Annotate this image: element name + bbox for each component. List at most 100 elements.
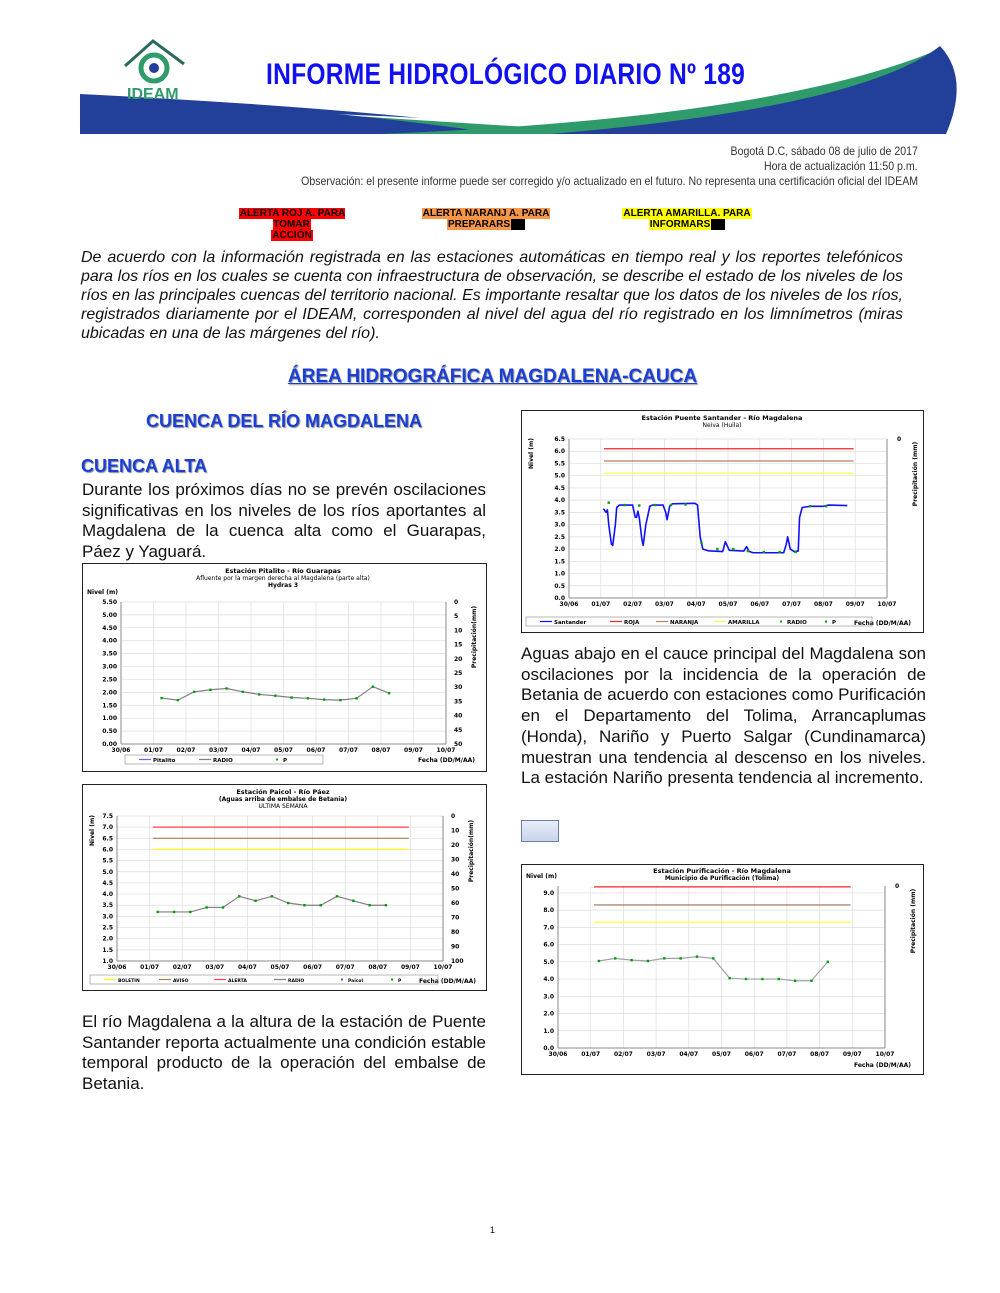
y-tick-label: 3.0	[554, 522, 565, 529]
y2-tick-label: 0	[895, 883, 899, 890]
alert-yellow-legend: ALERTA AMARILLA. PARA INFORMARS	[622, 208, 752, 230]
legend-label: P	[398, 978, 402, 984]
chart-title: Estación Puente Santander - Río Magdalen…	[642, 414, 803, 422]
data-point	[808, 505, 812, 508]
y2-axis-label: Precipitación(mm)	[468, 820, 475, 883]
y-tick-label: 5.00	[102, 612, 117, 619]
y-tick-label: 5.0	[554, 473, 565, 480]
chart-pitalito: Estación Pitalito - Río Guarapas Afluente…	[82, 563, 487, 772]
x-tick-label: 05/07	[274, 747, 293, 754]
chart-santander: Estación Puente Santander - Río Magdalen…	[521, 410, 924, 633]
y-tick-label: 6.0	[102, 846, 113, 853]
data-point	[777, 977, 780, 981]
data-point	[646, 959, 650, 963]
legend-label: Pitalito	[153, 758, 176, 764]
y-tick-label: 0.0	[554, 595, 565, 602]
x-tick-label: 04/07	[687, 601, 706, 608]
paragraph-cauce: Aguas abajo en el cauce principal del Ma…	[521, 644, 926, 788]
chart-legend	[89, 974, 439, 985]
area-title: ÁREA HIDROGRÁFICA MAGDALENA-CAUCA	[287, 366, 698, 387]
data-point	[176, 698, 180, 702]
y2-tick-label: 60	[451, 900, 459, 907]
data-point	[638, 504, 641, 507]
data-point	[826, 960, 829, 964]
y-tick-label: 1.0	[102, 958, 113, 965]
y2-tick-label: 10	[451, 828, 459, 835]
x-tick-label: 07/07	[339, 747, 358, 754]
update-time: Hora de actualización 11:50 p.m.	[764, 159, 918, 173]
y-tick-label: 1.5	[102, 947, 113, 954]
x-tick-label: 02/07	[614, 1051, 633, 1058]
x-tick-label: 30/06	[560, 601, 579, 608]
x-axis-label: Fecha (DD/M/AA)	[854, 1062, 911, 1069]
y-tick-label: 0.0	[543, 1045, 554, 1052]
data-point	[669, 503, 673, 507]
y-tick-label: 3.5	[102, 902, 113, 909]
chart-title: Estación Paicol - Río Páez	[236, 788, 330, 796]
data-point	[653, 503, 657, 507]
y2-axis-label: Precipitación (mm)	[910, 889, 917, 954]
x-tick-label: 03/07	[655, 601, 674, 608]
data-point	[793, 979, 797, 982]
data-point	[761, 977, 764, 981]
data-point	[384, 904, 388, 907]
alert-orange-legend: ALERTA NARANJ A. PARA PREPARARS	[421, 208, 551, 230]
y-tick-label: 0.5	[554, 583, 565, 590]
x-tick-label: 30/06	[112, 747, 131, 754]
y-tick-label: 2.50	[102, 676, 117, 683]
y2-tick-label: 35	[454, 698, 462, 705]
y-tick-label: 2.5	[554, 534, 565, 541]
data-point	[744, 977, 748, 981]
y-tick-label: 7.5	[102, 813, 113, 820]
data-point	[728, 977, 731, 980]
y2-tick-label: 30	[454, 684, 462, 691]
data-point	[716, 547, 719, 551]
y-tick-label: 6.0	[543, 942, 554, 949]
y-axis-label: Nivel (m)	[89, 815, 96, 846]
y-tick-label: 6.5	[554, 436, 565, 443]
y2-tick-label: 45	[454, 727, 462, 734]
y2-tick-label: 0	[454, 599, 458, 606]
data-point	[172, 910, 176, 914]
data-point	[238, 895, 241, 898]
legend-label: BOLETIN	[118, 978, 140, 984]
data-point	[303, 904, 306, 907]
data-point	[189, 910, 192, 914]
x-tick-label: 10/07	[878, 601, 897, 608]
x-tick-label: 03/07	[205, 964, 224, 971]
y-tick-label: 2.0	[102, 936, 113, 943]
paragraph-cuenca-alta: Durante los próximos días no se prevén o…	[82, 480, 486, 562]
legend-marker	[780, 620, 782, 623]
chart-subtitle-2: ULTIMA SEMANA	[258, 803, 308, 810]
legend-label: Paicol	[348, 978, 364, 984]
data-point	[762, 550, 765, 554]
y-tick-label: 5.5	[554, 460, 565, 467]
chart-subtitle: Neiva (Huila)	[703, 422, 742, 429]
data-point	[319, 904, 322, 907]
legend-marker	[341, 978, 343, 981]
y-tick-label: 0.00	[102, 741, 117, 748]
observation-note: Observación: el presente informe puede s…	[301, 174, 918, 188]
data-point	[290, 696, 293, 699]
data-point	[274, 694, 277, 697]
data-point	[695, 955, 699, 958]
intro-paragraph: De acuerdo con la información registrada…	[81, 249, 903, 342]
legend-label: AMARILLA	[728, 620, 760, 626]
data-point	[270, 895, 274, 898]
y2-tick-label: 100	[451, 958, 464, 965]
series-line-radio	[161, 686, 390, 701]
y-tick-label: 3.50	[102, 651, 117, 658]
y-tick-label: 1.50	[102, 702, 117, 709]
x-tick-label: 06/07	[307, 747, 326, 754]
y-tick-label: 3.5	[554, 509, 565, 516]
chart-thumbnail-icon[interactable]	[521, 820, 559, 842]
y-tick-label: 7.0	[543, 924, 554, 931]
x-tick-label: 04/07	[238, 964, 257, 971]
y-tick-label: 6.0	[554, 448, 565, 455]
data-point	[684, 503, 687, 506]
y2-tick-label: 30	[451, 857, 459, 864]
y-tick-label: 1.5	[554, 558, 565, 565]
y-tick-label: 1.00	[102, 715, 117, 722]
x-tick-label: 01/07	[140, 964, 159, 971]
y-tick-label: 2.0	[543, 1011, 554, 1018]
